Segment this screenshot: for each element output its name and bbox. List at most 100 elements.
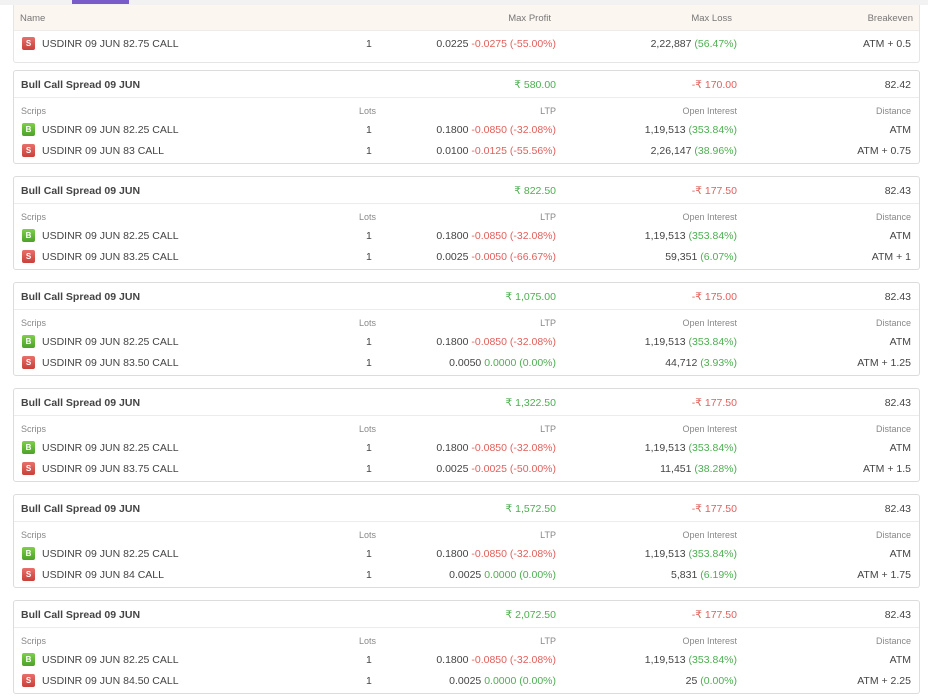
strategy-summary-row: Bull Call Spread 09 JUN ₹ 1,572.50 -₹ 177.… <box>14 495 919 522</box>
leg-row[interactable]: S USDINR 09 JUN 82.75 CALL 1 0.0225 -0.0… <box>14 35 919 55</box>
distance-value: ATM + 1 <box>871 251 911 263</box>
leg-row[interactable]: B USDINR 09 JUN 82.25 CALL 1 0.1800 -0.0850… <box>14 545 919 565</box>
sell-badge: S <box>22 37 35 50</box>
ltp-value: 0.1800 -0.0850 (-32.08%) <box>436 442 556 454</box>
ltp-price: 0.0025 <box>436 463 469 475</box>
strategy-title[interactable]: Bull Call Spread 09 JUN <box>21 185 141 197</box>
subheader-scrips: Scrips <box>21 424 47 434</box>
scrip-name[interactable]: USDINR 09 JUN 84 CALL <box>42 569 164 581</box>
oi-change: (353.84%) <box>688 442 737 454</box>
open-interest-value: 1,19,513 (353.84%) <box>645 230 737 242</box>
scrip-name[interactable]: USDINR 09 JUN 82.75 CALL <box>42 38 179 50</box>
scrip-name[interactable]: USDINR 09 JUN 82.25 CALL <box>42 124 179 136</box>
leg-row[interactable]: B USDINR 09 JUN 82.25 CALL 1 0.1800 -0.0850… <box>14 227 919 247</box>
open-interest-value: 2,26,147 (38.96%) <box>651 145 737 157</box>
leg-row[interactable]: S USDINR 09 JUN 83.50 CALL 1 0.0050 0.0000 … <box>14 354 919 374</box>
ltp-value: 0.1800 -0.0850 (-32.08%) <box>436 124 556 136</box>
lots-value: 1 <box>366 442 372 454</box>
oi-change: (38.96%) <box>694 145 737 157</box>
strategy-card[interactable]: Bull Call Spread 09 JUN ₹ 1,322.50 -₹ 177.… <box>13 388 920 482</box>
lots-value: 1 <box>366 336 372 348</box>
oi-amount: 59,351 <box>665 251 698 263</box>
ltp-value: 0.0025 0.0000 (0.00%) <box>449 675 556 687</box>
lots-value: 1 <box>366 675 372 687</box>
strategy-card[interactable]: Bull Call Spread 09 JUN ₹ 2,072.50 -₹ 177.… <box>13 600 920 694</box>
scrip-name[interactable]: USDINR 09 JUN 83.75 CALL <box>42 463 179 475</box>
ltp-change: -0.0050 (-66.67%) <box>471 251 556 263</box>
strategy-card[interactable]: Bull Call Spread 09 JUN ₹ 580.00 -₹ 170.00… <box>13 70 920 164</box>
max-profit-value: ₹ 2,072.50 <box>505 609 556 621</box>
breakeven-value: 82.43 <box>884 185 911 197</box>
max-profit-value: ₹ 1,075.00 <box>505 291 556 303</box>
strategy-title[interactable]: Bull Call Spread 09 JUN <box>21 79 141 91</box>
leg-row[interactable]: S USDINR 09 JUN 83.75 CALL 1 0.0025 -0.0025… <box>14 460 919 480</box>
oi-change: (56.47%) <box>694 38 737 50</box>
strategy-title[interactable]: Bull Call Spread 09 JUN <box>21 503 141 515</box>
subheader-ltp: LTP <box>540 424 556 434</box>
scrip-name[interactable]: USDINR 09 JUN 82.25 CALL <box>42 654 179 666</box>
buy-badge: B <box>22 229 35 242</box>
distance-value: ATM + 0.75 <box>857 145 911 157</box>
max-profit-value: ₹ 1,572.50 <box>505 503 556 515</box>
leg-row[interactable]: S USDINR 09 JUN 84.50 CALL 1 0.0025 0.0000 … <box>14 672 919 692</box>
scrip-name[interactable]: USDINR 09 JUN 83.25 CALL <box>42 251 179 263</box>
subheader-distance: Distance <box>875 530 911 540</box>
ltp-value: 0.1800 -0.0850 (-32.08%) <box>436 230 556 242</box>
scrip-name[interactable]: USDINR 09 JUN 83.50 CALL <box>42 357 179 369</box>
strategy-summary-row: Bull Call Spread 09 JUN ₹ 1,322.50 -₹ 177.… <box>14 389 919 416</box>
ltp-change: -0.0125 (-55.56%) <box>471 145 556 157</box>
scrip-name[interactable]: USDINR 09 JUN 82.25 CALL <box>42 442 179 454</box>
ltp-price: 0.0050 <box>449 357 482 369</box>
scrip-name[interactable]: USDINR 09 JUN 82.25 CALL <box>42 548 179 560</box>
buy-badge: B <box>22 335 35 348</box>
max-loss-value: -₹ 175.00 <box>691 291 737 303</box>
breakeven-value: 82.43 <box>884 397 911 409</box>
ltp-price: 0.0100 <box>436 145 469 157</box>
ltp-change: 0.0000 (0.00%) <box>484 357 556 369</box>
scrip-name[interactable]: USDINR 09 JUN 82.25 CALL <box>42 230 179 242</box>
strategy-title[interactable]: Bull Call Spread 09 JUN <box>21 609 141 621</box>
ltp-value: 0.0050 0.0000 (0.00%) <box>449 357 556 369</box>
scrip-name[interactable]: USDINR 09 JUN 84.50 CALL <box>42 675 179 687</box>
strategy-card[interactable]: Bull Call Spread 09 JUN ₹ 1,075.00 -₹ 175.… <box>13 282 920 376</box>
subheader-open-interest: Open Interest <box>682 106 737 116</box>
oi-amount: 25 <box>685 675 698 687</box>
leg-row[interactable]: B USDINR 09 JUN 82.25 CALL 1 0.1800 -0.0850… <box>14 333 919 353</box>
scrip-name[interactable]: USDINR 09 JUN 82.25 CALL <box>42 336 179 348</box>
subheader-lots: Lots <box>359 318 377 328</box>
distance-value: ATM <box>889 336 911 348</box>
ltp-price: 0.1800 <box>436 124 469 136</box>
oi-amount: 1,19,513 <box>644 654 686 666</box>
subheader-ltp: LTP <box>540 636 556 646</box>
leg-row[interactable]: B USDINR 09 JUN 82.25 CALL 1 0.1800 -0.0850… <box>14 651 919 671</box>
ltp-change: -0.0850 (-32.08%) <box>471 124 556 136</box>
ltp-value: 0.0025 0.0000 (0.00%) <box>449 569 556 581</box>
subheader-open-interest: Open Interest <box>682 636 737 646</box>
strategy-title[interactable]: Bull Call Spread 09 JUN <box>21 291 141 303</box>
oi-change: (353.84%) <box>688 124 737 136</box>
strategy-card[interactable]: Bull Call Spread 09 JUN ₹ 1,572.50 -₹ 177.… <box>13 494 920 588</box>
leg-row[interactable]: S USDINR 09 JUN 84 CALL 1 0.0025 0.0000 (0.… <box>14 566 919 586</box>
ltp-price: 0.1800 <box>436 230 469 242</box>
subheader-scrips: Scrips <box>21 318 47 328</box>
leg-row[interactable]: B USDINR 09 JUN 82.25 CALL 1 0.1800 -0.0850… <box>14 121 919 141</box>
lots-value: 1 <box>366 38 372 50</box>
oi-amount: 2,26,147 <box>650 145 692 157</box>
oi-change: (353.84%) <box>688 336 737 348</box>
strategy-title[interactable]: Bull Call Spread 09 JUN <box>21 397 141 409</box>
leg-row[interactable]: S USDINR 09 JUN 83.25 CALL 1 0.0025 -0.0050… <box>14 248 919 268</box>
oi-change: (6.07%) <box>700 251 737 263</box>
top-divider <box>0 0 928 5</box>
leg-row[interactable]: B USDINR 09 JUN 82.25 CALL 1 0.1800 -0.0850… <box>14 439 919 459</box>
strategy-card[interactable]: Bull Call Spread 09 JUN ₹ 822.50 -₹ 177.50… <box>13 176 920 270</box>
distance-value: ATM + 0.5 <box>863 38 911 50</box>
subheader-ltp: LTP <box>540 106 556 116</box>
lots-value: 1 <box>366 230 372 242</box>
subheader-lots: Lots <box>359 636 377 646</box>
max-loss-value: -₹ 177.50 <box>691 397 737 409</box>
leg-row[interactable]: S USDINR 09 JUN 83 CALL 1 0.0100 -0.0125 (-… <box>14 142 919 162</box>
ltp-value: 0.0100 -0.0125 (-55.56%) <box>436 145 556 157</box>
scrip-name[interactable]: USDINR 09 JUN 83 CALL <box>42 145 164 157</box>
table-header: Name Max Profit Max Loss Breakeven <box>14 5 919 31</box>
ltp-value: 0.0025 -0.0050 (-66.67%) <box>436 251 556 263</box>
